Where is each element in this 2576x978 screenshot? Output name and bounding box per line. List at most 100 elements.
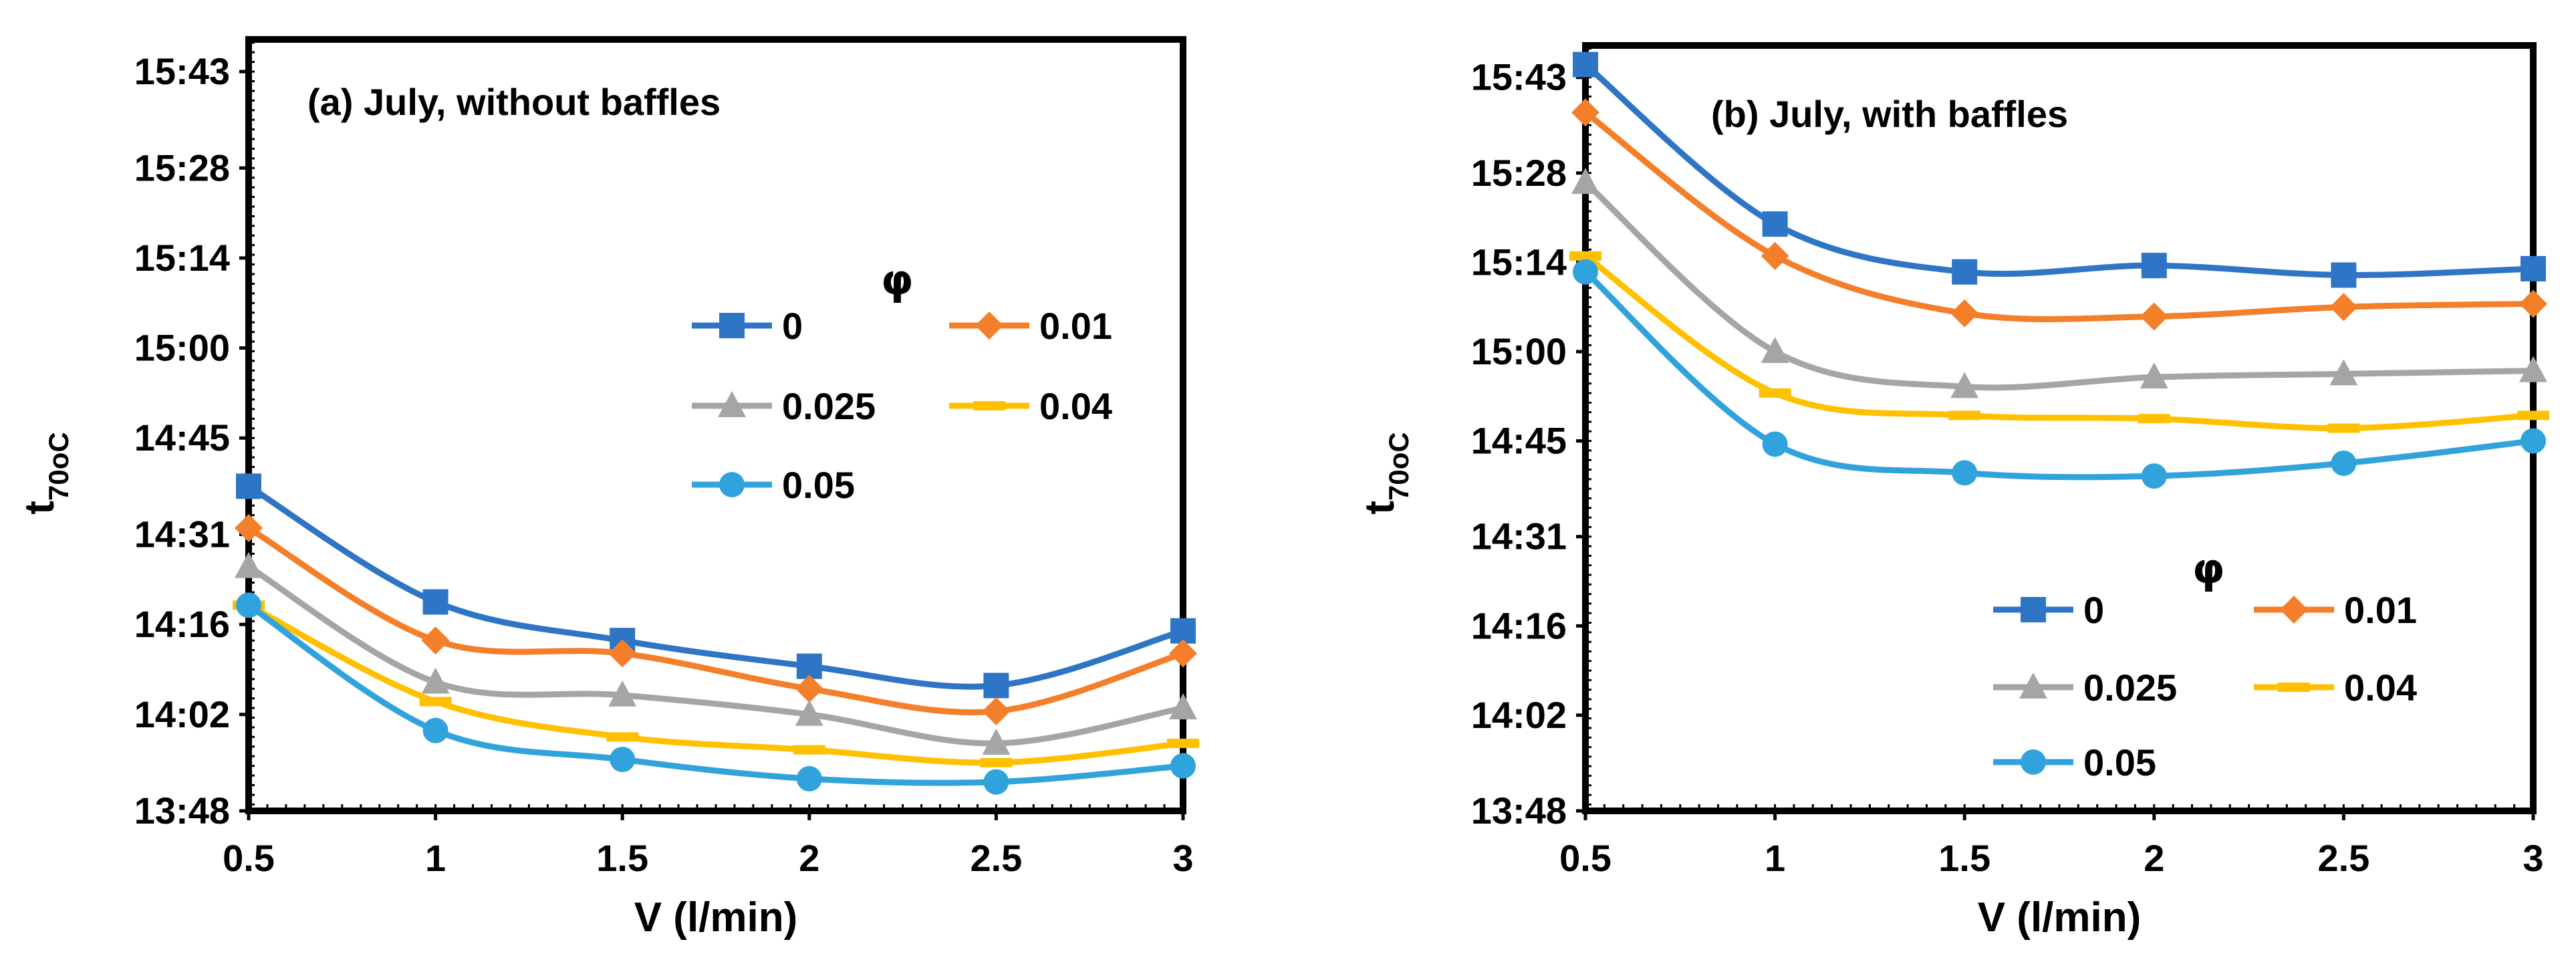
- data-point: [2519, 289, 2547, 318]
- legend-marker: [718, 391, 746, 417]
- y-axis-title: t70oC: [1357, 432, 1414, 514]
- legend-entry-0: 0: [1993, 589, 2104, 631]
- data-point: [2140, 302, 2168, 331]
- legend-entry-0.05: 0.05: [1993, 741, 2156, 783]
- data-point: [2331, 450, 2357, 476]
- chart-panel-a: 13:48 14:02 14:16 14:31 14:45 15:00 15:14 15:28…: [17, 36, 1199, 941]
- y-tick-label: 14:02: [134, 693, 230, 735]
- data-point: [2329, 359, 2358, 386]
- data-point: [2521, 255, 2546, 281]
- series-line: [247, 564, 1184, 747]
- y-axis-title-main: t: [17, 501, 63, 515]
- series-0.04: [1569, 251, 2549, 433]
- data-point: [235, 513, 263, 542]
- data-point: [1761, 337, 1789, 363]
- series-0.025: [1571, 168, 2547, 398]
- legend: φ 0 0.01 0.025 0.04 0.05: [1993, 544, 2417, 783]
- series-0.01: [235, 513, 1197, 725]
- data-point: [606, 732, 639, 742]
- y-tick-label: 14:31: [1471, 515, 1567, 558]
- data-point: [1167, 739, 1199, 749]
- y-tick-label: 15:14: [134, 237, 230, 279]
- series-0: [1573, 51, 2546, 288]
- y-tick-label: 13:48: [134, 789, 230, 832]
- data-point: [1950, 372, 1979, 398]
- data-point: [1169, 639, 1197, 668]
- x-tick-label: 2: [799, 837, 819, 879]
- legend-label: 0.025: [782, 385, 876, 427]
- y-tick-label: 14:16: [134, 603, 230, 645]
- data-point: [1952, 259, 1978, 285]
- series-line: [247, 525, 1184, 716]
- data-point: [2517, 410, 2549, 420]
- data-point: [1573, 51, 1598, 78]
- x-tick-label: 3: [2523, 837, 2543, 879]
- series-line: [1583, 269, 2534, 481]
- data-point: [2331, 262, 2357, 288]
- legend-label: 0.05: [782, 464, 855, 506]
- data-point: [2138, 414, 2170, 424]
- series-line: [1583, 180, 2534, 391]
- legend-label: 0.01: [1039, 305, 1112, 347]
- legend-label: 0.04: [2344, 666, 2417, 709]
- series-0: [236, 473, 1196, 699]
- legend-label: 0.025: [2083, 666, 2177, 709]
- data-point: [2141, 253, 2167, 279]
- series-line: [247, 602, 1184, 786]
- legend-entry-0.025: 0.025: [692, 385, 876, 427]
- legend-label: 0: [782, 305, 803, 347]
- data-point: [608, 680, 637, 707]
- y-tick-label: 14:31: [134, 513, 230, 555]
- legend-marker: [2021, 597, 2046, 622]
- x-tick-label: 1: [1765, 837, 1785, 879]
- legend-entry-0.05: 0.05: [692, 464, 855, 506]
- y-axis-title-main: t: [1357, 501, 1403, 515]
- data-point: [2140, 362, 2168, 389]
- y-tick-label: 15:28: [134, 146, 230, 189]
- data-point: [1762, 211, 1788, 237]
- legend-entry-0.04: 0.04: [949, 385, 1112, 427]
- legend-entry-0.025: 0.025: [1993, 666, 2177, 709]
- x-tick-label: 1.5: [596, 837, 648, 879]
- x-axis-title: V (l/min): [634, 894, 798, 941]
- data-point: [2519, 356, 2547, 382]
- data-point: [982, 697, 1011, 725]
- data-point: [793, 745, 825, 755]
- data-point: [608, 639, 637, 668]
- data-point: [796, 765, 822, 791]
- data-point: [236, 473, 261, 499]
- y-tick-label: 14:02: [1471, 694, 1567, 736]
- data-point: [2327, 423, 2360, 433]
- data-point: [1950, 299, 1979, 328]
- x-tick-label: 0.5: [223, 837, 275, 879]
- x-tick-label: 3: [1172, 837, 1193, 879]
- series-line: [247, 483, 1184, 690]
- legend-marker: [719, 313, 745, 338]
- legend-title: φ: [2192, 544, 2225, 593]
- data-point: [421, 667, 450, 694]
- series-line: [1583, 110, 2534, 322]
- data-point: [1762, 431, 1788, 457]
- legend-title: φ: [881, 255, 914, 304]
- y-tick-label: 15:00: [1471, 330, 1567, 372]
- data-point: [2521, 428, 2546, 454]
- data-point: [422, 589, 448, 615]
- data-point: [1761, 241, 1789, 270]
- y-tick-label: 13:48: [1471, 789, 1567, 832]
- legend: φ 0 0.01 0.025 0.04 0.05: [692, 255, 1112, 506]
- data-point: [795, 699, 823, 726]
- data-point: [1952, 460, 1978, 486]
- y-tick-label: 15:28: [1471, 152, 1567, 194]
- legend-marker: [973, 401, 1005, 410]
- legend-entry-0: 0: [692, 305, 803, 347]
- x-axis-title: V (l/min): [1978, 894, 2142, 941]
- x-tick-label: 0.5: [1559, 837, 1612, 879]
- y-tick-label: 15:00: [134, 327, 230, 369]
- data-point: [422, 717, 448, 743]
- x-tick-label: 1: [425, 837, 446, 879]
- legend-marker: [2019, 673, 2047, 699]
- data-point: [2141, 463, 2167, 489]
- legend-label: 0: [2083, 589, 2104, 631]
